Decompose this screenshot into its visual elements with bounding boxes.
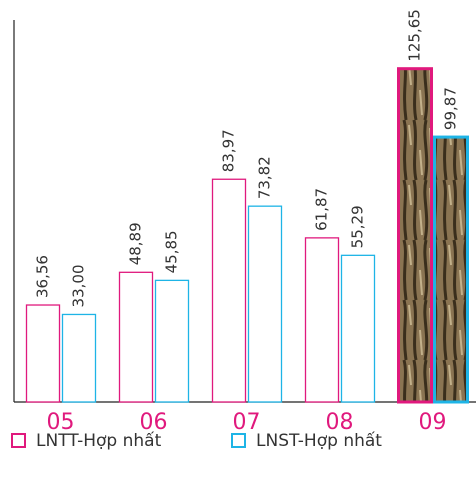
chart: 0536,5633,000648,8945,850783,9773,820861… [0,0,476,486]
bar [249,206,282,402]
value-label: 36,56 [34,255,52,298]
value-label: 33,00 [70,265,88,308]
bar [435,137,468,402]
bar [306,238,339,402]
value-label: 48,89 [127,222,145,265]
legend-swatch [12,434,25,447]
value-label: 73,82 [256,156,274,199]
value-label: 55,29 [349,205,367,248]
value-label: 83,97 [220,129,238,172]
bar [27,305,60,402]
value-label: 45,85 [163,230,181,273]
legend-label: LNST-Hợp nhất [256,430,382,451]
bar [63,314,96,402]
legend-label: LNTT-Hợp nhất [36,430,162,451]
bar [120,272,153,402]
bar [213,179,246,402]
value-label: 61,87 [313,188,331,231]
x-tick-label: 09 [419,410,447,435]
value-label: 99,87 [442,87,460,130]
bar [156,280,189,402]
bar [342,255,375,402]
bar [399,69,432,402]
value-label: 125,65 [406,9,424,62]
legend-swatch [232,434,245,447]
